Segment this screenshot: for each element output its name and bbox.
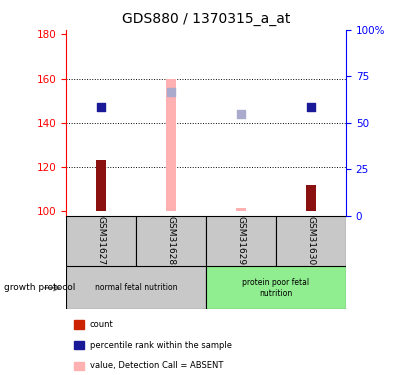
Text: GSM31629: GSM31629	[236, 216, 246, 266]
Bar	[206, 266, 346, 309]
Bar	[96, 160, 106, 211]
Bar	[276, 216, 346, 266]
Point	[168, 89, 174, 95]
Bar	[66, 216, 136, 266]
Point	[98, 104, 104, 110]
Bar	[66, 266, 206, 309]
Point	[238, 111, 244, 117]
Text: count: count	[90, 320, 114, 329]
Text: GSM31627: GSM31627	[96, 216, 106, 266]
Bar	[236, 208, 246, 211]
Bar	[206, 216, 276, 266]
Bar	[136, 216, 206, 266]
Text: value, Detection Call = ABSENT: value, Detection Call = ABSENT	[90, 361, 223, 370]
Text: growth protocol: growth protocol	[4, 284, 75, 292]
Text: percentile rank within the sample: percentile rank within the sample	[90, 340, 232, 350]
Text: GSM31628: GSM31628	[166, 216, 176, 266]
Text: GSM31630: GSM31630	[306, 216, 316, 266]
Text: protein poor fetal
nutrition: protein poor fetal nutrition	[242, 278, 310, 297]
Bar	[306, 185, 316, 211]
Title: GDS880 / 1370315_a_at: GDS880 / 1370315_a_at	[122, 12, 290, 26]
Bar	[166, 79, 176, 211]
Point	[308, 104, 314, 110]
Text: normal fetal nutrition: normal fetal nutrition	[95, 284, 177, 292]
